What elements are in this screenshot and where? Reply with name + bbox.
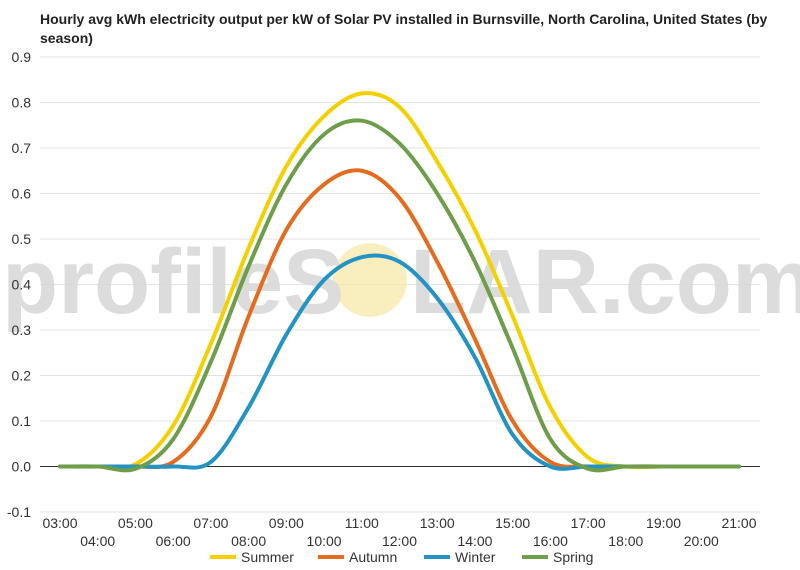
legend-item-winter: Winter [424, 549, 496, 565]
legend-item-spring: Spring [522, 549, 593, 565]
x-axis: 03:0004:0005:0006:0007:0008:0009:0010:00… [42, 515, 756, 549]
x-tick-label: 15:00 [495, 515, 530, 531]
legend-item-autumn: Autumn [318, 549, 397, 565]
x-tick-label: 18:00 [608, 533, 643, 549]
series-line-spring [58, 118, 741, 473]
x-tick-label: 13:00 [420, 515, 455, 531]
x-tick-label: 16:00 [533, 533, 568, 549]
watermark-text-left: profileS [2, 231, 344, 333]
x-tick-label: 07:00 [193, 515, 228, 531]
y-tick-label: 0.8 [12, 95, 32, 111]
y-tick-label: 0.2 [12, 368, 32, 384]
y-tick-label: 0.5 [12, 231, 32, 247]
y-tick-label: 0.7 [12, 140, 32, 156]
x-tick-label: 14:00 [457, 533, 492, 549]
x-tick-label: 21:00 [721, 515, 756, 531]
y-tick-label: 0.4 [12, 277, 32, 293]
legend-label: Winter [455, 549, 496, 565]
x-tick-label: 04:00 [80, 533, 115, 549]
legend-label: Summer [241, 549, 294, 565]
x-tick-label: 11:00 [345, 515, 379, 531]
x-tick-label: 17:00 [571, 515, 606, 531]
y-tick-label: 0.0 [12, 459, 32, 475]
x-tick-label: 10:00 [307, 533, 342, 549]
x-tick-label: 12:00 [382, 533, 417, 549]
x-tick-label: 03:00 [42, 515, 77, 531]
legend: Summer Autumn Winter Spring [210, 549, 593, 565]
watermark: profileS LAR.com [2, 231, 800, 333]
x-tick-label: 06:00 [156, 533, 191, 549]
series-lines [58, 91, 741, 473]
y-tick-label: -0.1 [7, 504, 31, 520]
y-tick-label: 0.9 [12, 49, 32, 65]
x-tick-label: 19:00 [646, 515, 681, 531]
y-tick-label: 0.1 [12, 413, 32, 429]
x-tick-label: 08:00 [231, 533, 266, 549]
x-tick-label: 09:00 [269, 515, 304, 531]
legend-label: Spring [553, 549, 593, 565]
x-tick-label: 05:00 [118, 515, 153, 531]
watermark-text-right: LAR.com [410, 231, 800, 333]
y-tick-label: 0.3 [12, 322, 32, 338]
x-tick-label: 20:00 [684, 533, 719, 549]
legend-label: Autumn [349, 549, 397, 565]
y-axis: 0.9 0.8 0.7 0.6 0.5 0.4 0.3 0.2 0.1 0.0 -0.1 [7, 49, 31, 520]
chart-title: Hourly avg kWh electricity output per kW… [40, 11, 768, 46]
y-tick-label: 0.6 [12, 186, 32, 202]
legend-item-summer: Summer [210, 549, 294, 565]
